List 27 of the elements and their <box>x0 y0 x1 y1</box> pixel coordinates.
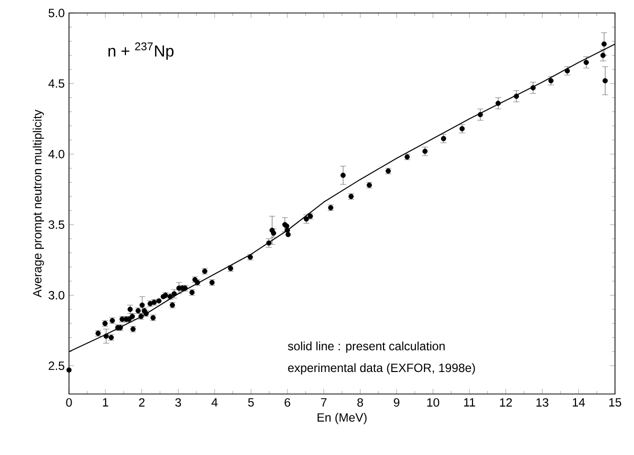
annotation: experimental data (EXFOR, 1998e) <box>288 363 475 374</box>
x-tick-label: 0 <box>66 398 72 407</box>
x-tick-label: 15 <box>609 398 622 407</box>
y-tick-label: 4.0 <box>48 150 64 158</box>
y-tick-label: 3.0 <box>48 290 64 300</box>
x-tick-label: 1 <box>102 398 108 406</box>
y-tick-label: 4.5 <box>48 79 64 88</box>
x-tick-label: 14 <box>572 398 585 406</box>
x-tick-label: 2 <box>139 398 145 407</box>
x-tick-label: 7 <box>321 398 327 406</box>
x-tick-label: 3 <box>175 398 182 407</box>
x-tick-label: 11 <box>464 398 476 406</box>
y-tick-label: 2.5 <box>48 362 64 370</box>
x-tick-label: 13 <box>536 398 548 407</box>
x-tick-label: 6 <box>284 398 290 407</box>
x-axis-title: En (MeV) <box>318 412 367 424</box>
x-tick-label: 4 <box>212 398 218 406</box>
y-axis-title: Average prompt neutron multiplicity <box>32 110 44 298</box>
annotation: n + $^{237}$Np <box>108 42 174 60</box>
x-tick-label: 10 <box>427 398 440 407</box>
y-tick-label: 3.5 <box>48 220 64 229</box>
x-tick-label: 5 <box>248 398 254 407</box>
x-tick-label: 12 <box>500 398 512 407</box>
x-tick-label: 8 <box>357 398 364 407</box>
y-tick-label: 5.0 <box>48 8 64 18</box>
annotation: solid line : present calculation <box>288 342 445 353</box>
x-tick-label: 9 <box>394 398 400 407</box>
